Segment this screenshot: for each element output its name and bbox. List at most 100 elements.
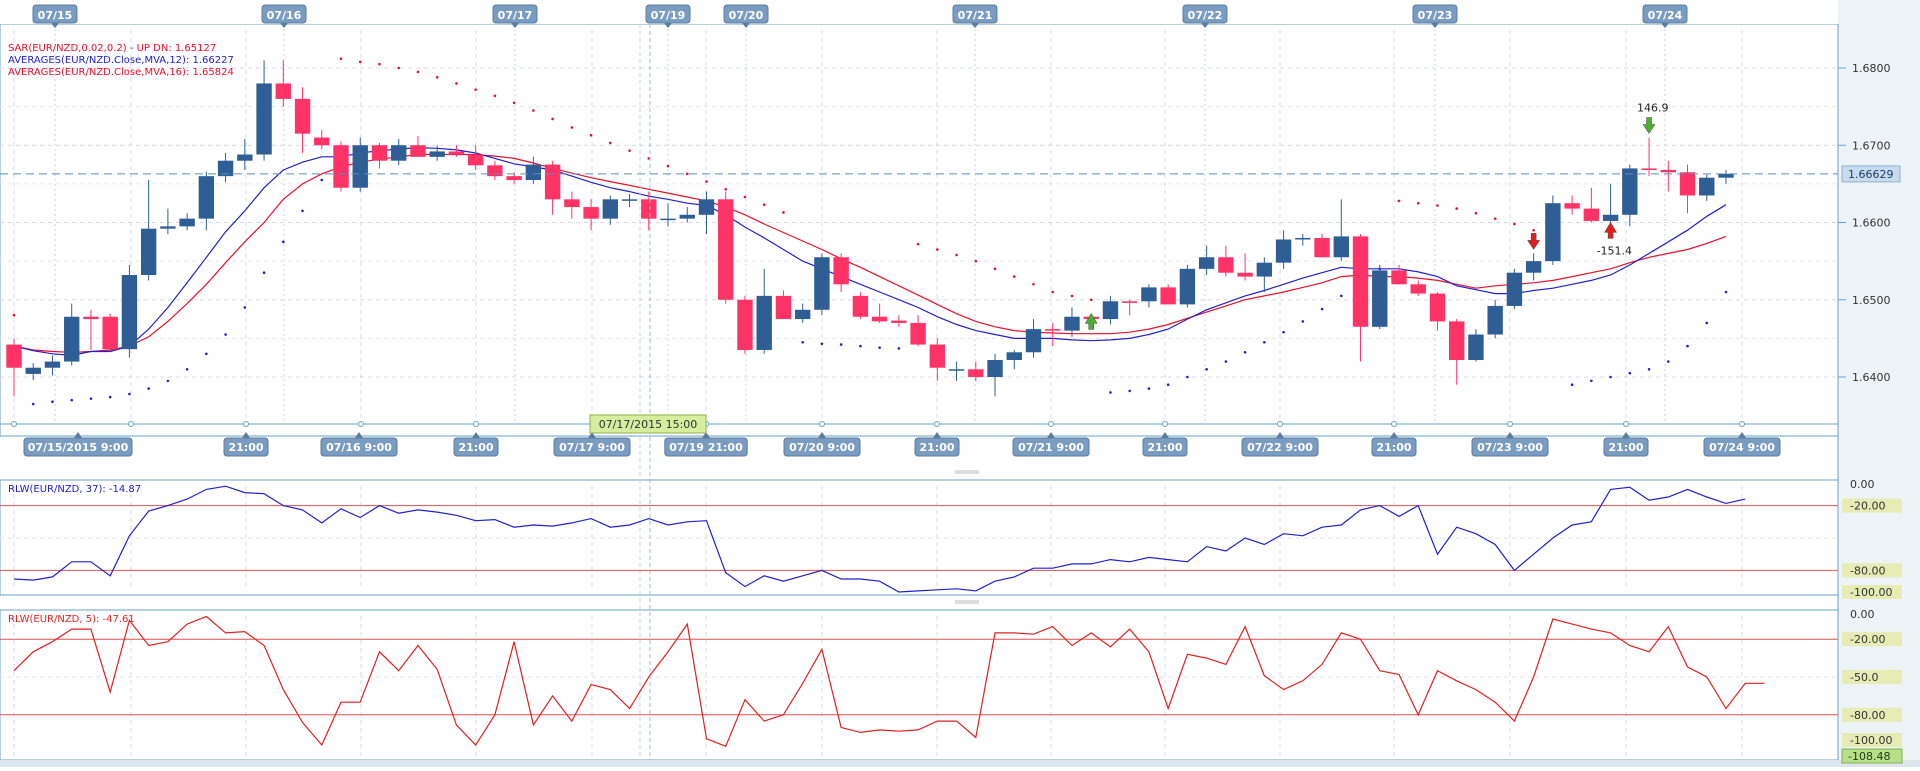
candle-body bbox=[718, 199, 734, 300]
time-tab-pointer bbox=[74, 432, 82, 438]
date-tab-label: 07/17 bbox=[498, 9, 533, 22]
sar-dot bbox=[1147, 387, 1151, 390]
candle-body bbox=[1679, 172, 1696, 196]
sar-dot bbox=[12, 313, 16, 317]
candle-body bbox=[256, 83, 272, 155]
signal-up-arrow-icon bbox=[1604, 221, 1618, 239]
sar-dot bbox=[1012, 275, 1016, 278]
date-tab-pointer bbox=[51, 23, 59, 28]
candle-body bbox=[1564, 203, 1580, 209]
candle-body bbox=[544, 164, 561, 200]
candle-body bbox=[1602, 214, 1619, 221]
candle-body bbox=[467, 154, 484, 166]
sar-dot bbox=[878, 346, 881, 349]
sar-dot bbox=[1570, 383, 1574, 387]
time-axis-node bbox=[819, 421, 825, 427]
time-tab-pointer bbox=[472, 432, 480, 438]
y-tick-label: -80.00 bbox=[1850, 564, 1885, 577]
sar-dot bbox=[820, 342, 824, 346]
candle-body bbox=[179, 218, 195, 227]
sar-dot bbox=[551, 117, 554, 121]
signal-up-arrow-icon bbox=[1084, 312, 1098, 330]
candle-body bbox=[275, 83, 291, 99]
sar-dot bbox=[1224, 360, 1228, 363]
time-tab-pointer bbox=[818, 432, 826, 438]
candle-body bbox=[198, 176, 215, 219]
candle-body bbox=[1641, 168, 1657, 170]
sar-dot bbox=[1647, 367, 1651, 371]
sar-dot bbox=[474, 88, 477, 91]
time-tab-pointer bbox=[242, 432, 250, 438]
candle-body bbox=[1141, 287, 1157, 302]
time-tab-label: 07/16 9:00 bbox=[326, 441, 392, 454]
sar-dot bbox=[108, 395, 112, 399]
time-tab-pointer bbox=[1161, 432, 1169, 438]
indicator-title: RLW(EUR/NZD, 37): -14.87 bbox=[8, 484, 141, 495]
date-tab-label: 07/23 bbox=[1418, 9, 1453, 22]
time-tab-label: 07/19 21:00 bbox=[669, 441, 743, 454]
candle-body bbox=[794, 309, 811, 320]
candle-body bbox=[525, 164, 542, 181]
candle-body bbox=[929, 344, 946, 368]
y-tick-label: 0.00 bbox=[1850, 608, 1875, 621]
candle-body bbox=[410, 145, 426, 157]
time-tab-pointer bbox=[355, 432, 363, 438]
sar-dot bbox=[1493, 217, 1497, 220]
time-tab-pointer bbox=[933, 432, 941, 438]
date-tab-pointer bbox=[1661, 23, 1669, 28]
sar-dot bbox=[1263, 340, 1266, 344]
axis-tag bbox=[1842, 707, 1902, 722]
axis-tag bbox=[1842, 632, 1902, 647]
sar-dot bbox=[1282, 330, 1285, 334]
time-tab-label: 21:00 bbox=[919, 441, 954, 454]
y-tick-label: 1.6500 bbox=[1852, 294, 1891, 307]
signal-label: 146.9 bbox=[1637, 102, 1669, 115]
candle-body bbox=[1352, 236, 1369, 327]
axis-tag bbox=[1842, 563, 1902, 578]
candle-body bbox=[1660, 169, 1676, 173]
rlw37-line bbox=[13, 485, 1746, 593]
sar-dot bbox=[570, 126, 574, 129]
sar-dot bbox=[1128, 389, 1131, 393]
sar-dot bbox=[1686, 344, 1689, 348]
sar-dot bbox=[397, 66, 401, 70]
date-tab-pointer bbox=[1201, 23, 1209, 28]
time-axis-node bbox=[934, 421, 940, 427]
candle-body bbox=[641, 199, 657, 219]
sar-dot bbox=[51, 400, 54, 404]
indicator-title: RLW(EUR/NZD, 5): -47.61 bbox=[8, 614, 135, 625]
candle-body bbox=[1160, 287, 1176, 305]
sar-dot bbox=[666, 164, 670, 168]
time-tab-label: 07/23 9:00 bbox=[1477, 441, 1543, 454]
candle-body bbox=[1583, 208, 1600, 221]
candle-body bbox=[1468, 334, 1484, 361]
candle-body bbox=[1391, 270, 1407, 285]
last-value-tag bbox=[1841, 748, 1903, 764]
candle-body bbox=[871, 316, 888, 322]
signal-down-arrow-icon bbox=[1527, 233, 1541, 250]
time-tab-label: 07/20 9:00 bbox=[789, 441, 855, 454]
date-tab-pointer bbox=[1431, 23, 1439, 28]
sar-dot bbox=[358, 60, 362, 64]
time-axis-node bbox=[1623, 421, 1629, 427]
sar-dot bbox=[532, 109, 535, 112]
time-tab-pointer bbox=[588, 432, 596, 438]
y-tick-label: 1.6800 bbox=[1852, 62, 1891, 75]
sar-dot bbox=[839, 343, 843, 346]
candle-body bbox=[487, 165, 503, 177]
candle-body bbox=[1275, 239, 1292, 263]
date-tab-label: 07/22 bbox=[1188, 9, 1223, 22]
sar-dot bbox=[1416, 201, 1420, 205]
time-axis-node bbox=[473, 421, 479, 427]
legend-entry: SAR(EUR/NZD,0.02,0.2) - UP DN: 1.65127 bbox=[8, 43, 216, 54]
candle-body bbox=[429, 151, 445, 157]
y-tick-label: 0.00 bbox=[1850, 478, 1875, 491]
time-tab-label: 07/15/2015 9:00 bbox=[28, 441, 129, 454]
sar-dot bbox=[589, 133, 593, 137]
candle-body bbox=[1256, 262, 1273, 277]
date-tab-pointer bbox=[511, 23, 519, 28]
candle-body bbox=[948, 369, 965, 371]
